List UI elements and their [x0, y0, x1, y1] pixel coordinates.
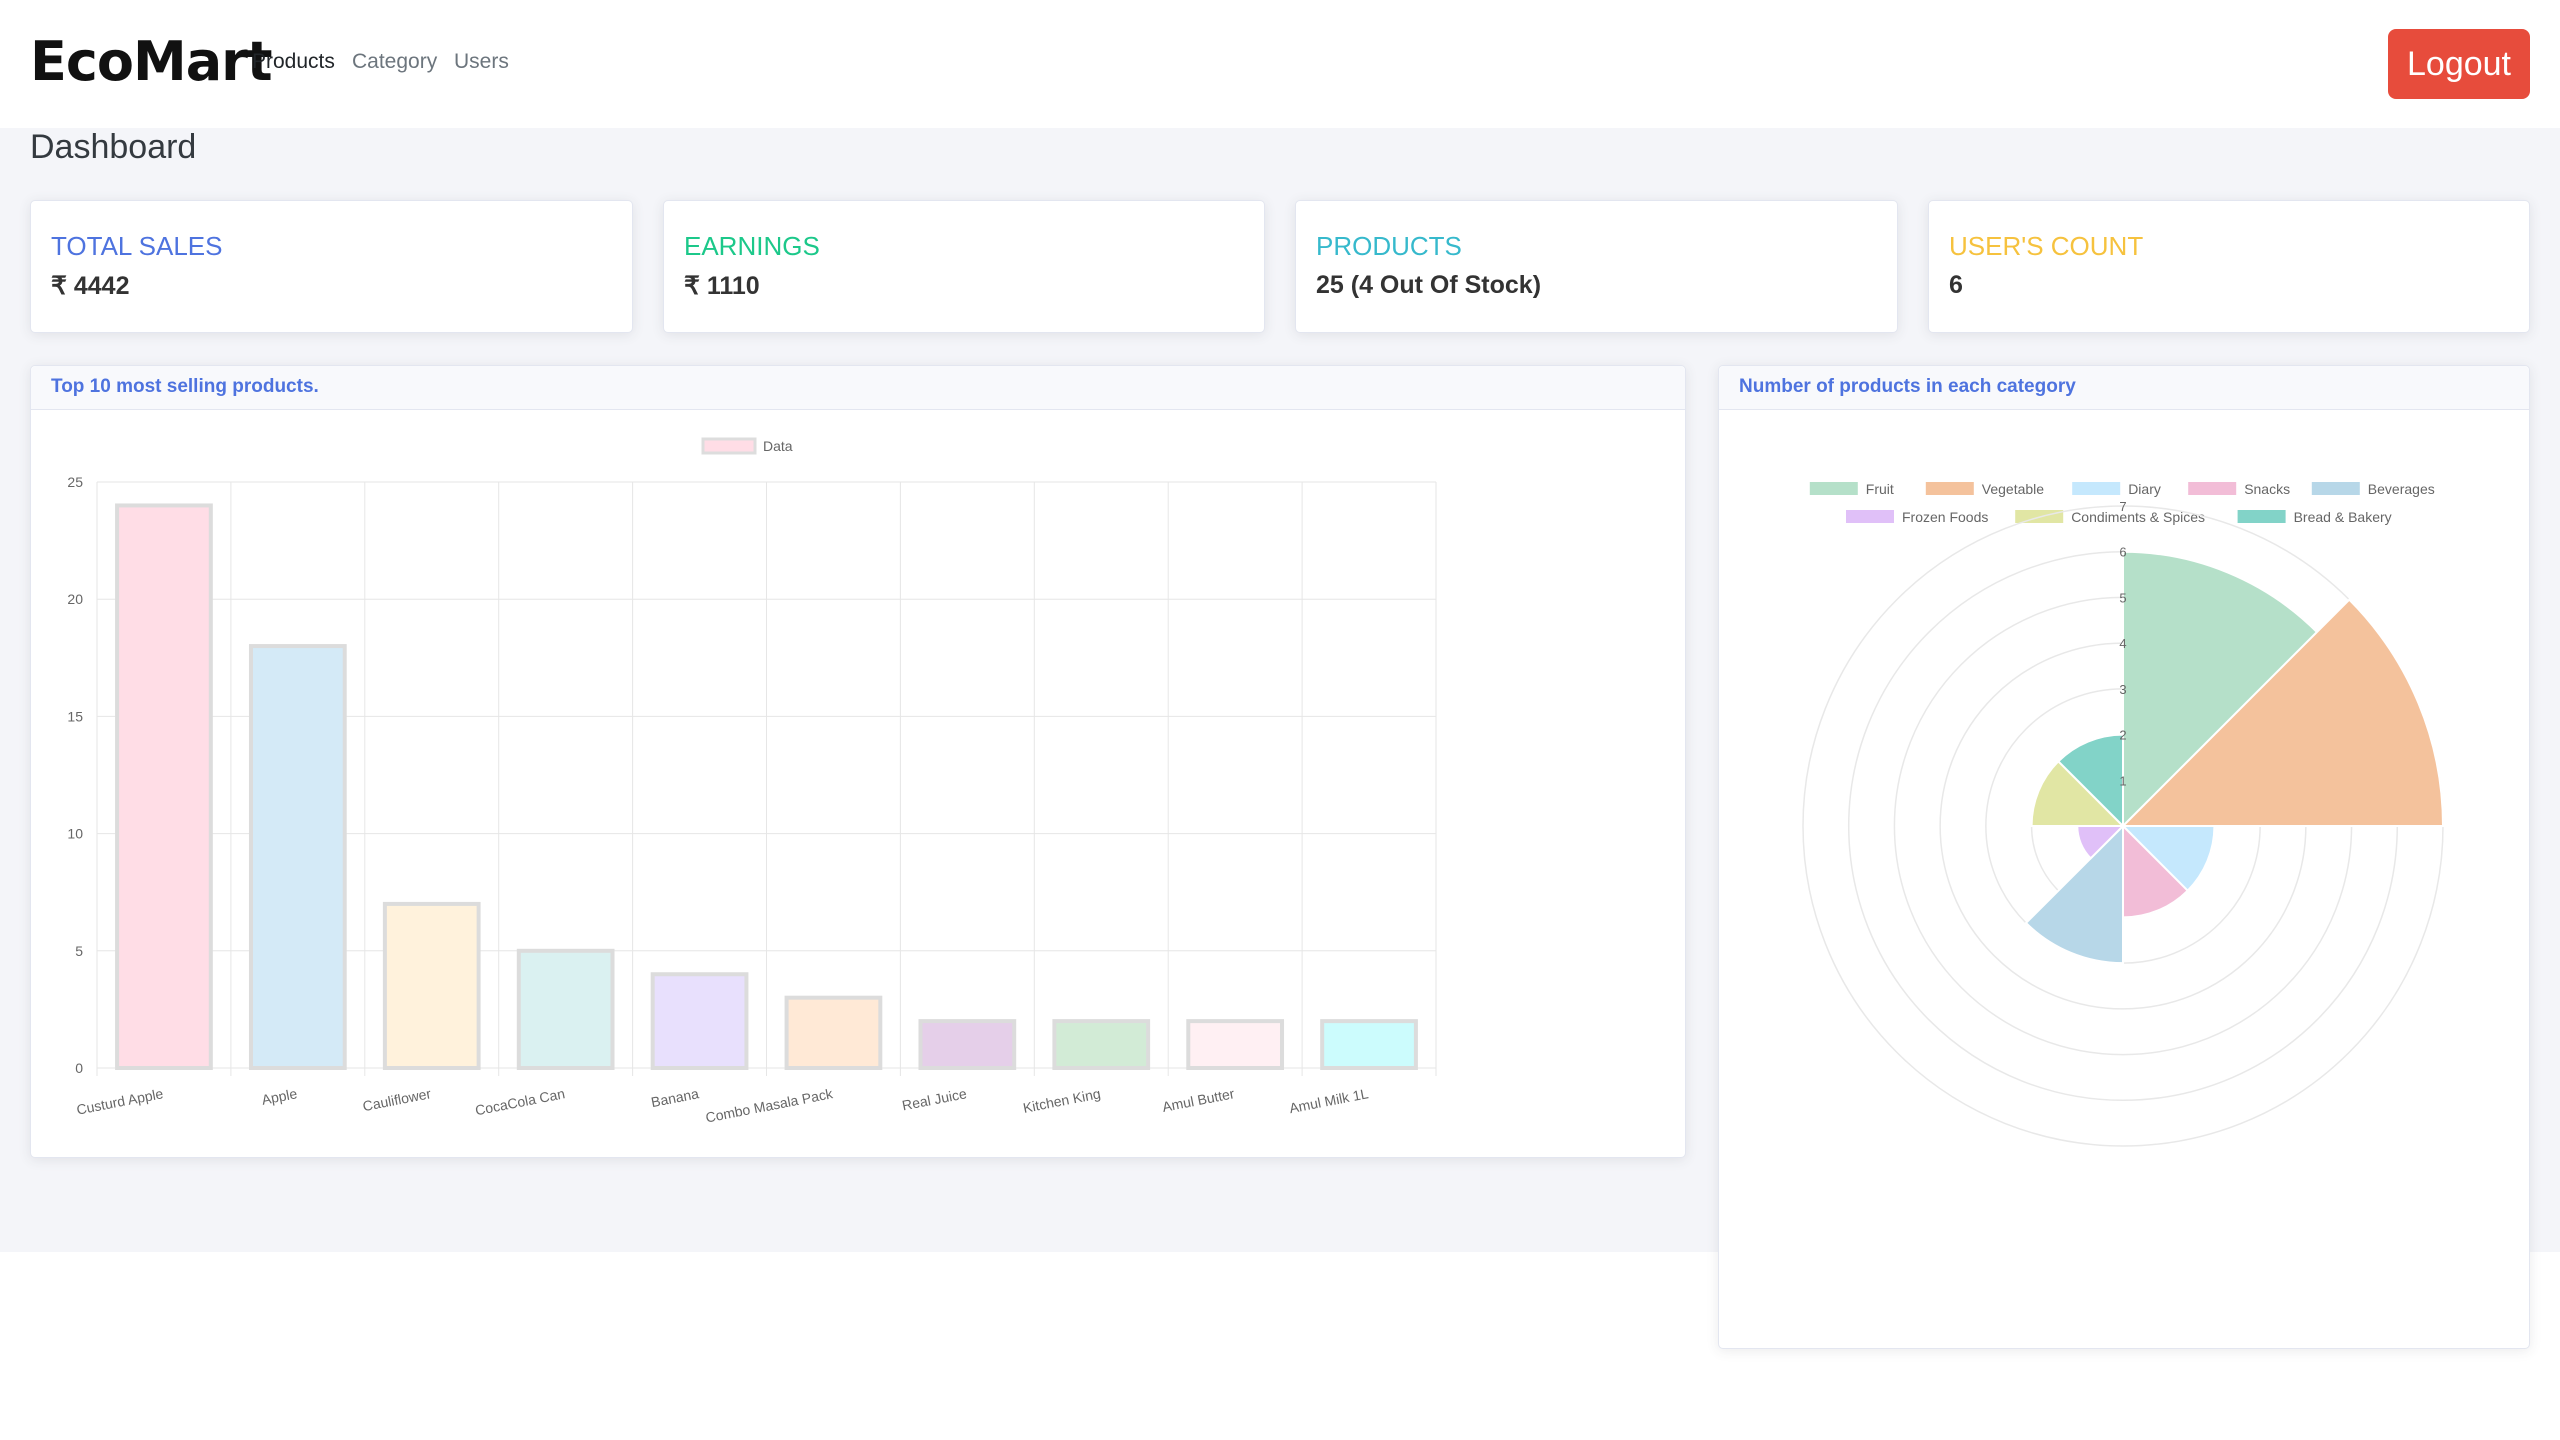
card-title: Number of products in each category — [1739, 376, 2076, 397]
y-tick-label: 0 — [75, 1060, 83, 1076]
x-tick-label: Amul Butter — [1161, 1085, 1236, 1115]
stat-value: ₹ 4442 — [51, 272, 130, 300]
y-tick-label: 15 — [67, 708, 83, 724]
nav-products[interactable]: Products — [252, 50, 335, 73]
card-title: Top 10 most selling products. — [51, 376, 319, 397]
y-tick-label: 20 — [67, 591, 83, 607]
bar — [1320, 1019, 1418, 1070]
x-tick-label: Combo Masala Pack — [704, 1085, 835, 1126]
radial-tick-label: 2 — [2119, 728, 2126, 743]
legend-label: Data — [763, 438, 793, 454]
polar-slice — [2120, 598, 2445, 827]
stat-title: USER'S COUNT — [1949, 231, 2144, 261]
stat-title: TOTAL SALES — [51, 231, 223, 261]
stat-title: EARNINGS — [684, 231, 820, 261]
x-tick-label: Banana — [650, 1085, 701, 1110]
bar-chart-card: Top 10 most selling products. 0 5 10 15 20 25… — [30, 365, 1686, 1158]
stat-card-earnings: EARNINGS ₹ 1110 — [663, 200, 1265, 333]
stat-title: PRODUCTS — [1316, 231, 1462, 261]
legend-swatch — [701, 437, 757, 455]
polar-slice — [2122, 550, 2319, 829]
polar-area-chart: Fruit Vegetable Diary Snacks Beverages Frozen… — [1802, 481, 2445, 1147]
nav-users[interactable]: Users — [454, 50, 509, 73]
legend-swatch — [2311, 482, 2360, 495]
bar — [115, 503, 213, 1070]
bar — [650, 972, 749, 1070]
legend-swatch — [1925, 482, 1974, 495]
nav-category[interactable]: Category — [352, 50, 438, 73]
x-tick-label: Real Juice — [901, 1085, 968, 1113]
page-title: Dashboard — [30, 128, 197, 166]
legend-label: Bread & Bakery — [2294, 509, 2392, 525]
radial-tick-label: 6 — [2119, 545, 2126, 560]
radial-tick-label: 1 — [2119, 773, 2126, 788]
y-tick-label: 5 — [75, 943, 83, 959]
polar-chart-card: Number of products in each category Frui… — [1718, 365, 2530, 1349]
x-tick-label: Amul Milk 1L — [1288, 1085, 1370, 1116]
card-header: Top 10 most selling products. — [31, 366, 1685, 410]
logout-button[interactable]: Logout — [2388, 29, 2530, 99]
polar-slice — [2122, 823, 2190, 919]
radial-tick-label: 3 — [2119, 682, 2126, 697]
x-tick-label: Apple — [260, 1085, 298, 1108]
stat-card-users-count: USER'S COUNT 6 — [1928, 200, 2530, 333]
legend-swatch — [2072, 482, 2121, 495]
legend-swatch — [2237, 510, 2286, 523]
stat-card-products: PRODUCTS 25 (4 Out Of Stock) — [1295, 200, 1898, 333]
x-tick-label: Kitchen King — [1022, 1085, 1102, 1116]
bar — [784, 995, 883, 1070]
legend-label: Beverages — [2368, 481, 2435, 497]
stat-value: 25 (4 Out Of Stock) — [1316, 271, 1542, 299]
brand-logo[interactable]: EcoMart — [30, 30, 273, 93]
bar — [918, 1019, 1017, 1070]
radial-tick-label: 4 — [2119, 636, 2126, 651]
bar — [516, 948, 615, 1070]
main-content: Dashboard TOTAL SALES ₹ 4442 EARNINGS ₹ … — [0, 128, 2560, 1349]
bar — [1052, 1019, 1151, 1070]
x-tick-label: Cauliflower — [361, 1085, 432, 1114]
legend-label: Fruit — [1866, 481, 1894, 497]
bar — [1186, 1019, 1285, 1070]
legend-label: Vegetable — [1982, 481, 2044, 497]
polar-slice — [2056, 733, 2124, 829]
bar-chart: 0 5 10 15 20 25 Data Custurd Apple Apple Cauliflo… — [67, 437, 1437, 1126]
bar — [248, 644, 347, 1071]
y-tick-label: 10 — [67, 826, 83, 842]
card-header: Number of products in each category — [1719, 366, 2529, 410]
legend-label: Condiments & Spices — [2071, 509, 2205, 525]
x-tick-label: CocaCola Can — [474, 1085, 566, 1118]
legend-swatch — [2188, 482, 2237, 495]
legend-label: Snacks — [2244, 481, 2290, 497]
x-tick-label: Custurd Apple — [75, 1085, 165, 1118]
polar-slice — [2030, 759, 2126, 827]
radial-tick-label: 7 — [2119, 499, 2126, 514]
stat-value: 6 — [1949, 271, 1963, 299]
y-tick-label: 25 — [67, 474, 83, 490]
legend-label: Diary — [2128, 481, 2161, 497]
radial-tick-label: 5 — [2119, 590, 2126, 605]
bar — [382, 901, 481, 1071]
legend-swatch — [1846, 510, 1894, 523]
polar-slice — [2024, 823, 2124, 965]
legend-swatch — [1809, 482, 1858, 495]
legend-label: Frozen Foods — [1902, 509, 1988, 525]
stat-card-total-sales: TOTAL SALES ₹ 4442 — [30, 200, 633, 333]
polar-slice — [2120, 825, 2216, 893]
stat-value: ₹ 1110 — [684, 272, 760, 300]
navbar: EcoMart Products Category Users Logout — [0, 0, 2560, 128]
